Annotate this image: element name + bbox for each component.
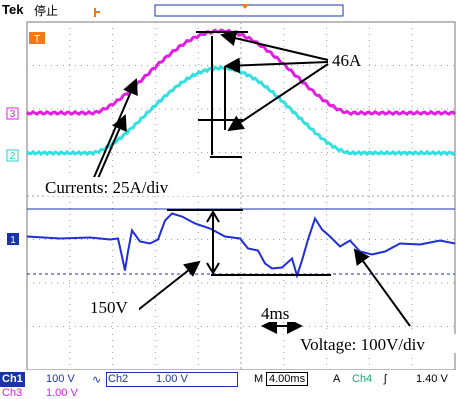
trigger-source: Ch4	[352, 373, 373, 385]
voltage-measurement	[167, 209, 331, 276]
ch3-marker-label: 3	[10, 109, 16, 120]
trigger-marker-label: T	[34, 34, 40, 45]
current-scale-label-bg	[44, 177, 212, 196]
time-span-label-bg	[260, 303, 302, 322]
voltage-scale-label-bg	[299, 334, 456, 353]
trigger-level-marker	[29, 32, 45, 44]
current-peak-label-bg	[331, 50, 369, 69]
voltage-pointer-arrow	[353, 248, 411, 327]
ch2-marker-label: 2	[10, 151, 16, 162]
ch1-waveform	[26, 212, 456, 279]
timebase: 4.00ms	[266, 372, 309, 386]
time-span-label: 4ms	[261, 304, 289, 323]
ch1-marker-label: 1	[10, 235, 16, 246]
horizontal-tag: M	[254, 373, 264, 385]
peak-mid-arrow	[224, 57, 329, 74]
current-peak-label: 46A	[332, 51, 362, 70]
ch2-box	[106, 372, 238, 387]
acquisition-status: 停止	[34, 4, 59, 18]
ch2-tag: Ch2	[108, 373, 129, 385]
ch1-tag: Ch1	[2, 373, 23, 385]
ch2-pointer-arrow	[95, 114, 127, 184]
acquisition-tag: A	[333, 373, 341, 385]
ch1-coupling-icon: ∿	[92, 374, 102, 386]
ch1-tag-box	[0, 372, 25, 387]
trigger-level: 1.40 V	[416, 373, 448, 385]
peak-bottom-arrow	[227, 63, 329, 132]
ch2-waveform	[25, 64, 457, 157]
current-scale-label: Currents: 25A/div	[45, 178, 169, 197]
trigger-point-marker-icon	[241, 4, 249, 9]
record-window-bar	[154, 4, 344, 17]
trigger-position-icon	[94, 8, 100, 17]
ch1-scale: 100 V	[46, 373, 75, 385]
voltage-peak-arrow	[137, 260, 201, 311]
ch1-marker	[7, 233, 19, 245]
voltage-scale-label: Voltage: 100V/div	[300, 335, 425, 354]
ch2-marker	[6, 149, 19, 162]
scope-status-bar: Ch1 100 V ∿ Ch2 1.00 V M 4.00ms A Ch4 ʃ …	[0, 370, 458, 399]
trigger-slope-icon: ʃ	[384, 373, 387, 385]
ch2-scale: 1.00 V	[156, 373, 188, 385]
voltage-peak-label: 150V	[90, 298, 129, 317]
ch3-scale: 1.00 V	[46, 387, 78, 399]
ch3-waveform	[25, 28, 457, 117]
ch3-tag: Ch3	[2, 387, 23, 399]
ch3-marker	[6, 107, 19, 120]
brand-label: Tek	[2, 2, 24, 17]
voltage-peak-label-bg	[89, 297, 139, 316]
peak-top-arrow	[220, 30, 329, 61]
